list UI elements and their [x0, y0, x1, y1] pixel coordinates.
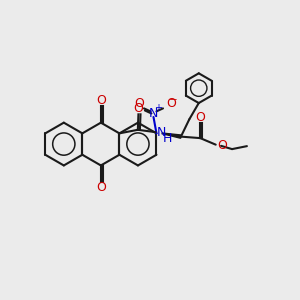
Text: O: O [134, 98, 144, 110]
Text: O: O [167, 98, 176, 110]
Text: N: N [157, 126, 167, 139]
Polygon shape [162, 133, 181, 138]
Text: −: − [169, 95, 178, 105]
Text: +: + [154, 103, 162, 113]
Text: O: O [218, 139, 227, 152]
Text: O: O [134, 103, 143, 116]
Text: N: N [149, 107, 158, 120]
Text: O: O [96, 181, 106, 194]
Text: O: O [96, 94, 106, 107]
Text: O: O [195, 111, 205, 124]
Text: H: H [163, 132, 172, 145]
